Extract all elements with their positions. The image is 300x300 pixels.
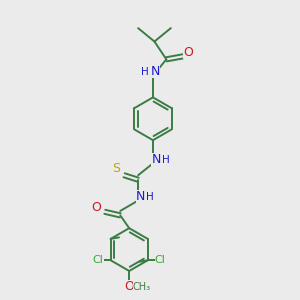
Text: H: H xyxy=(141,67,148,77)
Text: O: O xyxy=(183,46,193,59)
Text: N: N xyxy=(136,190,145,203)
Text: N: N xyxy=(151,153,160,166)
Text: H: H xyxy=(162,155,169,165)
Text: S: S xyxy=(112,162,120,175)
Text: Cl: Cl xyxy=(155,255,166,265)
Text: O: O xyxy=(92,201,101,214)
Text: O: O xyxy=(124,280,134,293)
Text: CH₃: CH₃ xyxy=(133,282,151,292)
Text: N: N xyxy=(151,65,160,78)
Text: H: H xyxy=(146,192,154,202)
Text: Cl: Cl xyxy=(93,255,104,265)
